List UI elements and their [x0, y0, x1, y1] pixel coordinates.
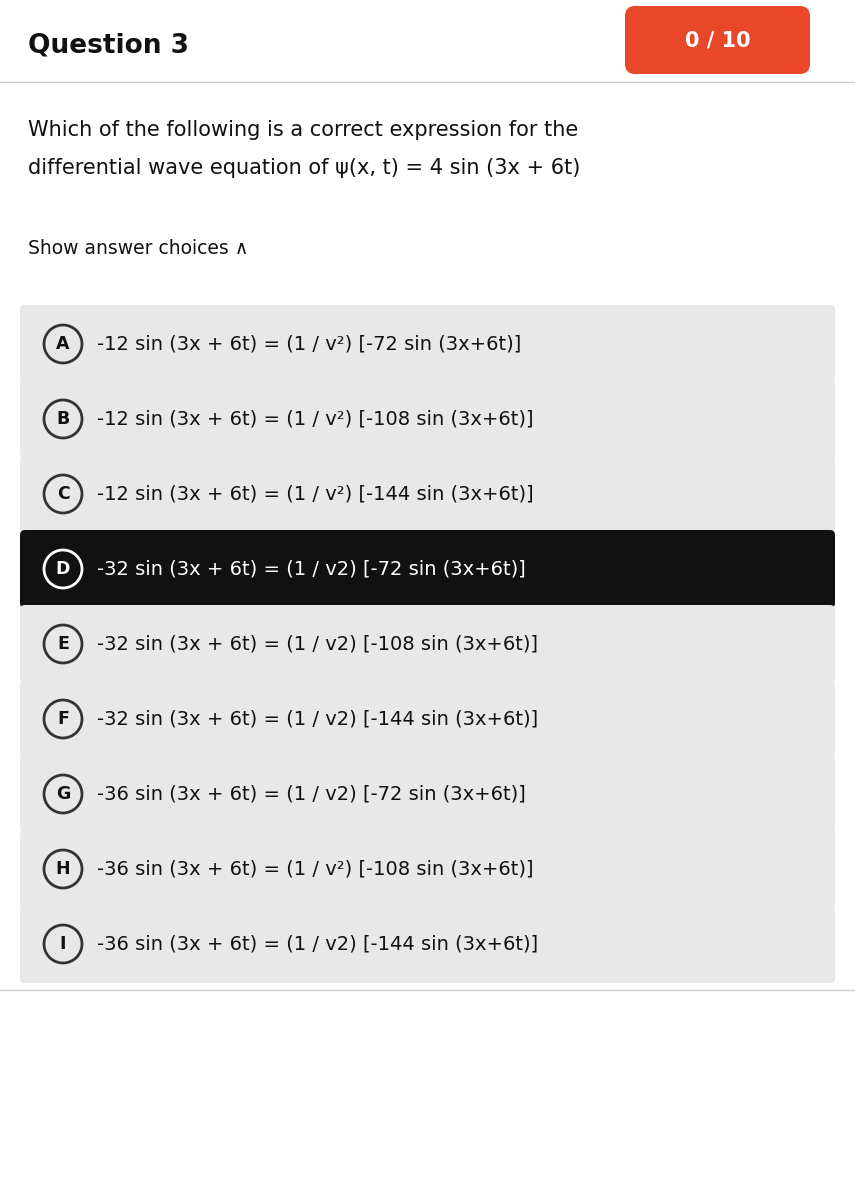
Text: -32 sin (3x + 6t) = (1 / v2) [-72 sin (3x+6t)]: -32 sin (3x + 6t) = (1 / v2) [-72 sin (3…	[97, 559, 526, 578]
Text: I: I	[60, 935, 66, 953]
Circle shape	[44, 325, 82, 362]
FancyBboxPatch shape	[625, 6, 810, 74]
Text: 0 / 10: 0 / 10	[685, 30, 751, 50]
Text: -32 sin (3x + 6t) = (1 / v2) [-108 sin (3x+6t)]: -32 sin (3x + 6t) = (1 / v2) [-108 sin (…	[97, 635, 538, 654]
Text: -36 sin (3x + 6t) = (1 / v²) [-108 sin (3x+6t)]: -36 sin (3x + 6t) = (1 / v²) [-108 sin (…	[97, 859, 534, 878]
Circle shape	[44, 475, 82, 514]
Circle shape	[44, 625, 82, 662]
FancyBboxPatch shape	[20, 605, 835, 683]
Circle shape	[44, 850, 82, 888]
Text: Show answer choices ∧: Show answer choices ∧	[28, 239, 249, 258]
Text: B: B	[56, 410, 69, 428]
FancyBboxPatch shape	[20, 755, 835, 833]
FancyBboxPatch shape	[20, 830, 835, 908]
Text: -36 sin (3x + 6t) = (1 / v2) [-144 sin (3x+6t)]: -36 sin (3x + 6t) = (1 / v2) [-144 sin (…	[97, 935, 538, 954]
Circle shape	[44, 700, 82, 738]
Text: -12 sin (3x + 6t) = (1 / v²) [-144 sin (3x+6t)]: -12 sin (3x + 6t) = (1 / v²) [-144 sin (…	[97, 485, 534, 504]
FancyBboxPatch shape	[20, 905, 835, 983]
Text: A: A	[56, 335, 70, 353]
Circle shape	[44, 775, 82, 814]
Text: Question 3: Question 3	[28, 32, 189, 58]
Circle shape	[44, 550, 82, 588]
Text: -12 sin (3x + 6t) = (1 / v²) [-108 sin (3x+6t)]: -12 sin (3x + 6t) = (1 / v²) [-108 sin (…	[97, 409, 534, 428]
Text: Which of the following is a correct expression for the: Which of the following is a correct expr…	[28, 120, 578, 140]
Text: F: F	[57, 710, 69, 728]
Text: C: C	[56, 485, 69, 503]
Text: differential wave equation of ψ(x, t) = 4 sin (3x + 6t): differential wave equation of ψ(x, t) = …	[28, 158, 581, 178]
Text: D: D	[56, 560, 70, 578]
Text: -12 sin (3x + 6t) = (1 / v²) [-72 sin (3x+6t)]: -12 sin (3x + 6t) = (1 / v²) [-72 sin (3…	[97, 335, 522, 354]
FancyBboxPatch shape	[20, 305, 835, 383]
Text: H: H	[56, 860, 70, 878]
Text: -36 sin (3x + 6t) = (1 / v2) [-72 sin (3x+6t)]: -36 sin (3x + 6t) = (1 / v2) [-72 sin (3…	[97, 785, 526, 804]
Text: G: G	[56, 785, 70, 803]
FancyBboxPatch shape	[20, 530, 835, 608]
Circle shape	[44, 925, 82, 962]
FancyBboxPatch shape	[20, 680, 835, 758]
Circle shape	[44, 400, 82, 438]
Text: E: E	[57, 635, 69, 653]
FancyBboxPatch shape	[20, 455, 835, 533]
FancyBboxPatch shape	[20, 380, 835, 458]
Text: -32 sin (3x + 6t) = (1 / v2) [-144 sin (3x+6t)]: -32 sin (3x + 6t) = (1 / v2) [-144 sin (…	[97, 709, 538, 728]
